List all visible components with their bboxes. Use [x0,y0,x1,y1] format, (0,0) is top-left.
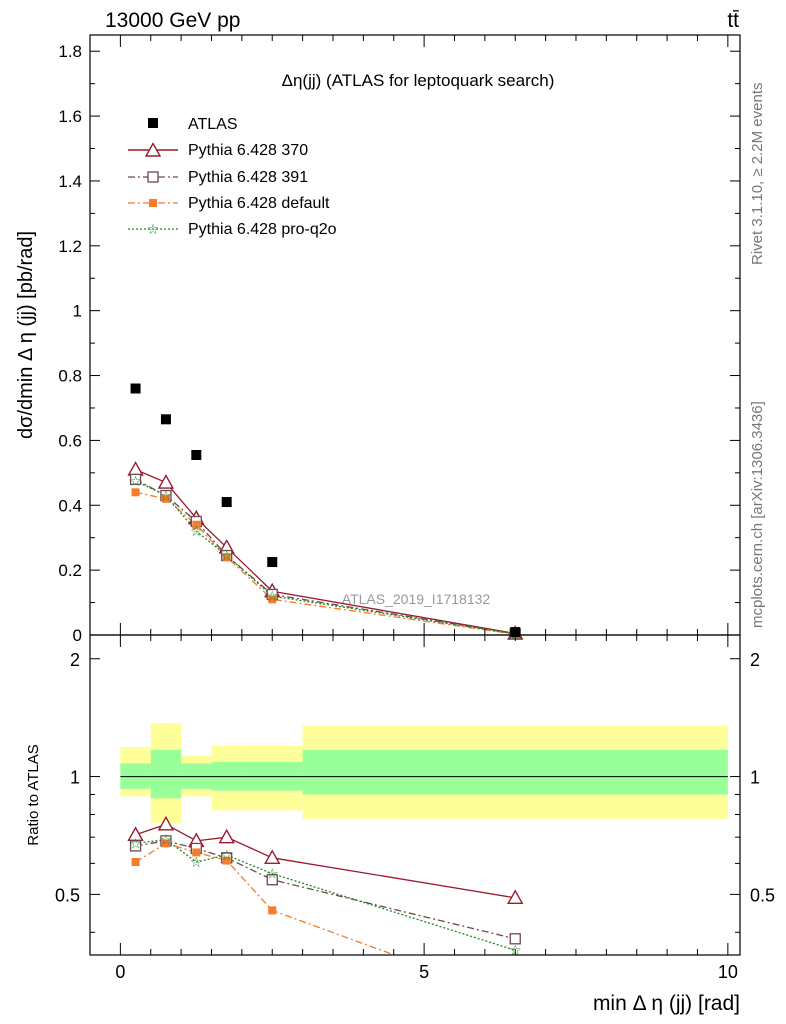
legend-entry-p391: Pythia 6.428 391 [128,169,308,186]
y-axis-title: dσ/dmin Δ η (jj) [pb/rad] [15,231,37,439]
y-tick-label: 1.2 [58,237,82,256]
ratio-point-pdefault [222,856,231,865]
data-point-pdefault [192,520,201,529]
legend-label-p391: Pythia 6.428 391 [188,169,308,186]
series-line-p391 [135,478,516,635]
legend-entry-pq2o: ☆ Pythia 6.428 pro-q2o [128,221,337,238]
data-point-pq2o: ☆ [160,488,173,504]
ratio-point-p370 [157,815,175,831]
ratio-point-pdefault [192,848,201,857]
y-tick-label: 1.6 [58,107,82,126]
legend-entry-p370: Pythia 6.428 370 [128,142,308,159]
ratio-tick-label-left: 0.5 [55,885,80,905]
ratio-point-pq2o: ☆ [160,832,173,848]
data-point-pq2o: ☆ [266,588,279,604]
ratio-point-pq2o: ☆ [509,942,522,958]
ratio-point-p370 [264,849,281,865]
ratio-point-pq2o: ☆ [129,835,142,851]
ratio-tick-label-right: 1 [750,768,760,788]
y-tick-label: 0.4 [58,496,82,515]
ratio-point-p391 [266,874,278,886]
legend-label-pdefault: Pythia 6.428 default [188,195,330,212]
legend-label-pq2o: Pythia 6.428 pro-q2o [188,221,337,238]
header-process-label: tt̄ [727,9,739,32]
x-tick-label: 0 [115,962,125,982]
mcplots-label: mcplots.cern.ch [arXiv:1306.3436] [749,401,766,628]
ratio-point-pq2o: ☆ [190,854,203,870]
ratio-point-pdefault [161,839,170,848]
ratio-tick-label-right: 0.5 [750,885,775,905]
ratio-point-pq2o: ☆ [266,866,279,882]
ratio-band-inner [150,749,182,799]
ratio-point-p391 [129,840,142,852]
plot-title: Δη(jj) (ATLAS for leptoquark search) [282,71,555,90]
data-point-pq2o: ☆ [129,473,142,489]
y-tick-label: 0.8 [58,367,82,386]
analysis-watermark: ATLAS_2019_I1718132 [342,591,491,607]
ratio-point-p391 [509,933,521,945]
ratio-tick-label-right: 2 [750,650,760,670]
x-tick-label: 10 [718,962,738,982]
x-tick-label: 5 [419,962,429,982]
ratio-tick-label-left: 1 [70,768,80,788]
y-tick-label: 0.2 [58,561,82,580]
y-tick-label: 0.6 [58,431,82,450]
data-point-atlas [160,414,171,425]
legend: ATLAS Pythia 6.428 370 Pythia 6.428 391 … [128,116,337,238]
rivet-version-label: Rivet 3.1.10, ≥ 2.2M events [749,83,766,266]
data-point-pdefault [161,494,170,503]
ratio-band-inner [302,749,728,795]
data-point-atlas [221,497,232,508]
ratio-point-p370 [507,889,524,905]
ratio-frame [89,634,741,956]
ratio-axis-title: Ratio to ATLAS [25,744,42,845]
data-point-atlas [191,450,202,460]
ratio-point-pq2o: ☆ [220,847,233,863]
header-energy-label: 13000 GeV pp [105,9,240,32]
ratio-panel: ☆ ☆ ☆ ☆ ☆ ☆ 0 5 10 0.5 0.5 1 1 2 2 [55,634,775,982]
data-point-p391 [129,473,142,485]
y-tick-label: 1 [73,302,82,321]
ratio-point-pdefault [131,857,140,866]
data-point-pdefault [268,595,277,604]
ratio-series-group: ☆ ☆ ☆ ☆ ☆ ☆ [127,815,524,958]
ratio-tick-label-left: 2 [70,650,80,670]
main-panel: ☆ ☆ ☆ ☆ ☆ ☆ 0 0.2 0.4 0.6 0.8 1 1.2 1.4 1.6 1.8 [58,34,741,645]
data-point-pdefault [131,488,140,497]
x-axis-title: min Δ η (jj) [rad] [593,992,740,1015]
data-point-pq2o: ☆ [190,523,203,539]
y-tick-label: 1.8 [58,42,82,61]
legend-label-atlas: ATLAS [188,116,238,133]
legend-label-p370: Pythia 6.428 370 [188,142,308,159]
ratio-point-p370 [218,828,235,844]
legend-entry-pdefault: Pythia 6.428 default [128,195,330,212]
data-point-atlas [130,383,141,394]
legend-entry-atlas: ATLAS [148,116,238,133]
data-point-p370 [157,474,175,489]
data-point-pdefault [222,553,231,562]
svg-text:☆: ☆ [147,221,160,237]
ratio-point-pdefault [268,906,277,915]
y-tick-label: 0 [73,626,82,645]
y-tick-label: 1.4 [58,172,82,191]
series-line-p370 [135,468,516,635]
data-point-atlas [267,557,278,568]
data-point-pq2o: ☆ [220,548,233,564]
